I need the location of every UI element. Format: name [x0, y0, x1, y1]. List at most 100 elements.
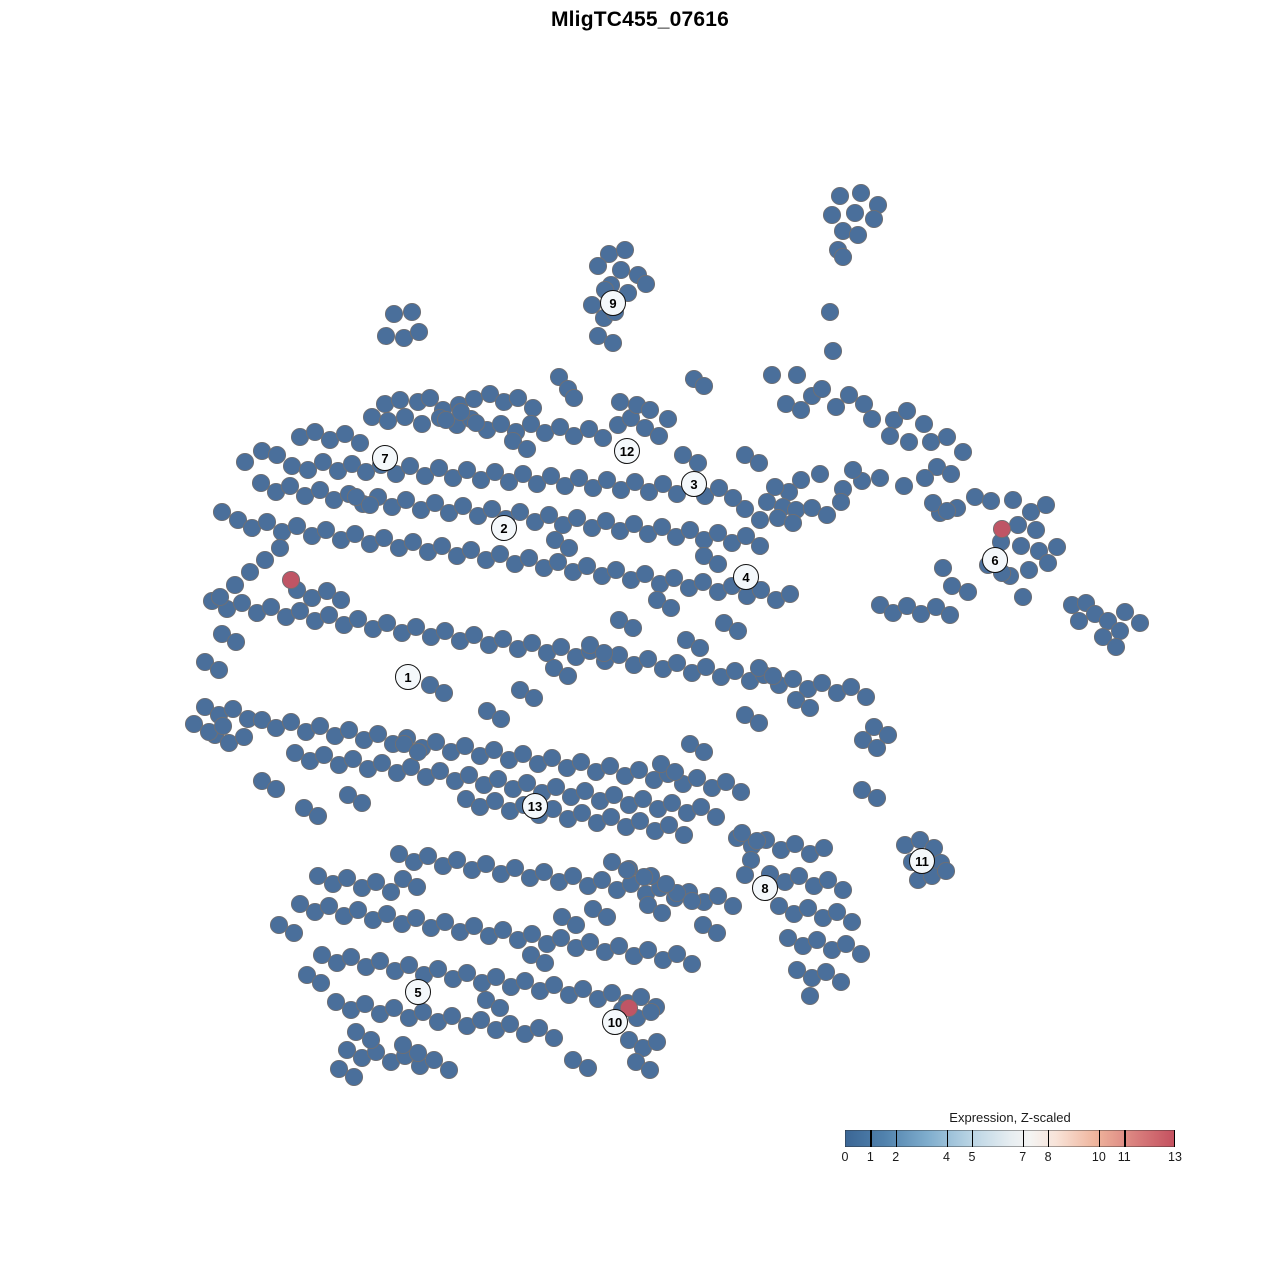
scatter-point [308, 806, 328, 826]
scatter-point [609, 936, 629, 956]
scatter-point [783, 669, 803, 689]
scatter-point [429, 458, 449, 478]
scatter-point [867, 738, 887, 758]
scatter-point [311, 973, 331, 993]
scatter-point [305, 422, 325, 442]
cluster-label-3: 3 [681, 471, 707, 497]
scatter-point [312, 945, 332, 965]
scatter-point [763, 666, 783, 686]
scatter-point [735, 499, 755, 519]
scatter-point [1026, 520, 1046, 540]
scatter-point [706, 807, 726, 827]
scatter-point [329, 1059, 349, 1079]
scatter-point [240, 562, 260, 582]
scatter-point [731, 782, 751, 802]
scatter-point [490, 544, 510, 564]
scatter-point [915, 468, 935, 488]
scatter-point [735, 445, 755, 465]
scatter-point [539, 505, 559, 525]
scatter-point [862, 409, 882, 429]
scatter-point [471, 470, 491, 490]
scatter-point [623, 618, 643, 638]
scatter-point [577, 556, 597, 576]
scatter-point [853, 730, 873, 750]
scatter-point [319, 896, 339, 916]
scatter-point [747, 831, 767, 851]
scatter-point [390, 390, 410, 410]
scatter-point [694, 546, 714, 566]
scatter-point [251, 473, 271, 493]
scatter-point [225, 575, 245, 595]
scatter-point [552, 907, 572, 927]
scatter-point [787, 960, 807, 980]
scatter-point [826, 397, 846, 417]
scatter-point [688, 453, 708, 473]
scatter-point [638, 649, 658, 669]
legend-tick-label-0: 0 [841, 1150, 849, 1164]
scatter-point [578, 1058, 598, 1078]
scatter-point [212, 624, 232, 644]
scatter-point [1110, 621, 1130, 641]
scatter-point [937, 501, 957, 521]
scatter-point [294, 798, 314, 818]
legend-title: Expression, Z-scaled [949, 1110, 1071, 1125]
scatter-point [630, 811, 650, 831]
scatter-point [344, 1067, 364, 1087]
legend-tick-13 [1173, 1130, 1175, 1147]
scatter-series-low-expression [184, 183, 1150, 1087]
cluster-label-6: 6 [982, 547, 1008, 573]
scatter-point [640, 1060, 660, 1080]
scatter-point [602, 983, 622, 1003]
scatter-point [634, 867, 654, 887]
scatter-point [396, 490, 416, 510]
scatter-point [1019, 560, 1039, 580]
scatter-point [541, 466, 561, 486]
scatter-point [523, 398, 543, 418]
scatter-point [395, 407, 415, 427]
scatter-point [841, 677, 861, 697]
scatter-point [443, 468, 463, 488]
scatter-point [1036, 495, 1056, 515]
scatter-point [432, 536, 452, 556]
legend-tick-8 [1048, 1130, 1050, 1147]
scatter-point [455, 736, 475, 756]
scatter-point [425, 493, 445, 513]
scatter-point [356, 462, 376, 482]
scatter-point [937, 427, 957, 447]
scatter-point [789, 866, 809, 886]
scatter-point [281, 712, 301, 732]
scatter-point [524, 688, 544, 708]
scatter-point [810, 464, 830, 484]
scatter-point [1011, 536, 1031, 556]
scatter-point [638, 940, 658, 960]
scatter-point [544, 658, 564, 678]
scatter-point [709, 478, 729, 498]
scatter-point [285, 743, 305, 763]
scatter-series-high-expression [281, 519, 1012, 1018]
scatter-point [210, 587, 230, 607]
scatter-point [1093, 627, 1113, 647]
scatter-point [842, 912, 862, 932]
scatter-point [255, 550, 275, 570]
scatter-point [482, 499, 502, 519]
scatter-point [522, 924, 542, 944]
scatter-point [769, 896, 789, 916]
scatter-point [316, 520, 336, 540]
scatter-point [812, 673, 832, 693]
scatter-point [735, 865, 755, 885]
scatter-point [420, 388, 440, 408]
scatter-point [649, 426, 669, 446]
scatter-point [377, 904, 397, 924]
scatter-point [348, 900, 368, 920]
scatter-point [625, 472, 645, 492]
legend-tick-4 [946, 1130, 948, 1147]
scatter-point [822, 205, 842, 225]
scatter-point [786, 690, 806, 710]
scatter-point [708, 523, 728, 543]
scatter-point [827, 902, 847, 922]
scatter-point [1106, 637, 1126, 657]
legend-tick-7 [1022, 1130, 1025, 1147]
scatter-point [517, 439, 537, 459]
scatter-point [820, 302, 840, 322]
scatter-point [370, 951, 390, 971]
